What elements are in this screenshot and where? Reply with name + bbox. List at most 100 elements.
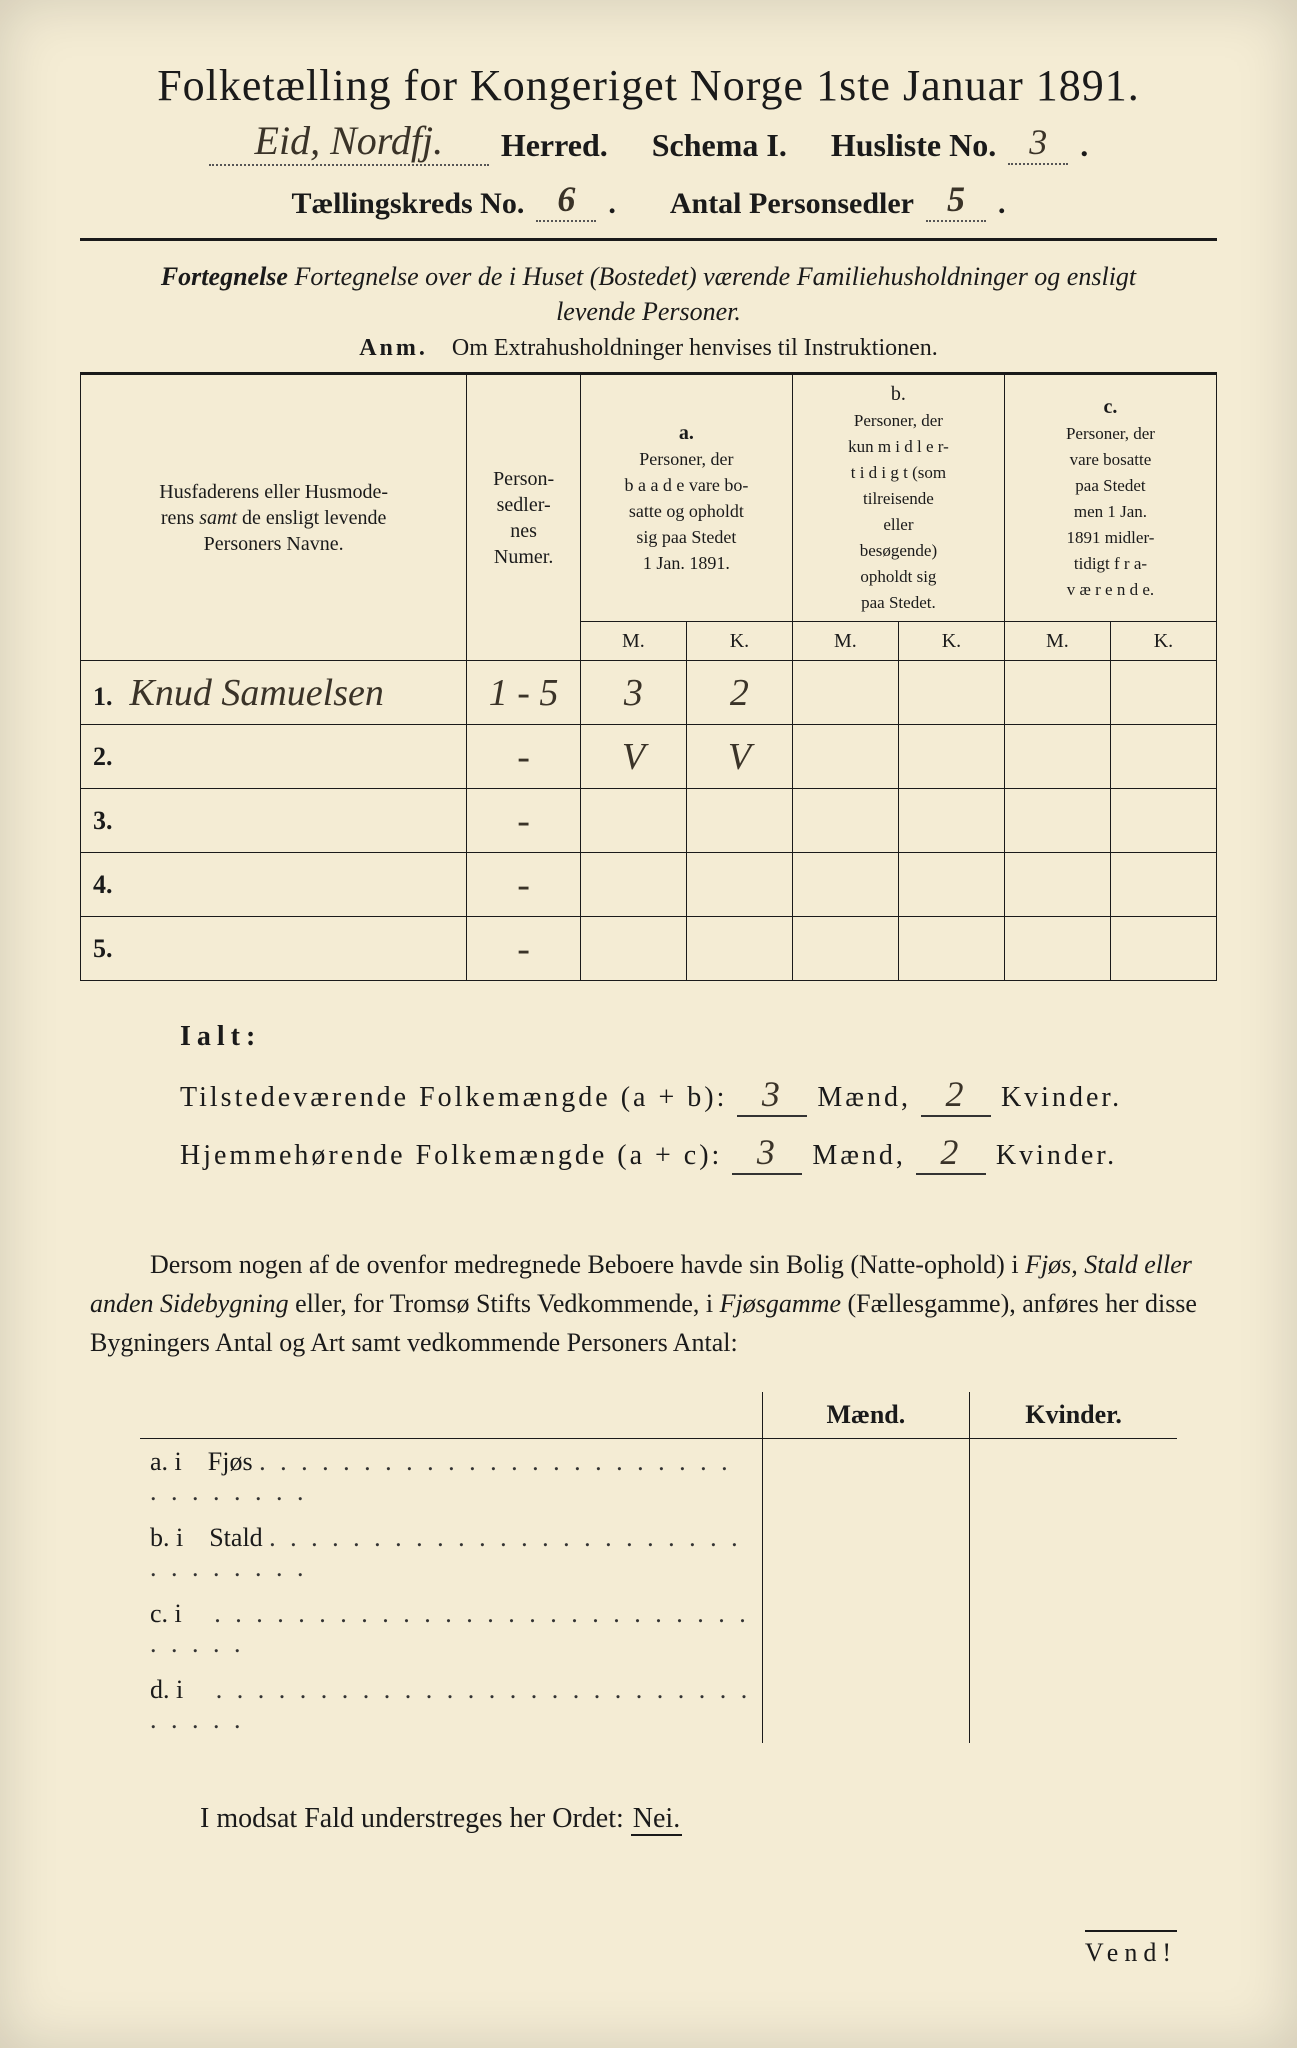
ialt-r2-m: 3 — [732, 1131, 802, 1175]
subtitle: Fortegnelse Fortegnelse over de i Huset … — [120, 259, 1177, 329]
side-k — [970, 1667, 1177, 1743]
th-c: c. Personer, dervare bosattepaa Stedetme… — [1004, 374, 1216, 622]
row-num: 1 - 5 — [467, 661, 581, 725]
antal-no: 5 — [926, 178, 986, 222]
location-field: Eid, Nordfj. — [209, 117, 489, 166]
row-cm — [1004, 725, 1110, 789]
row-bk — [898, 853, 1004, 917]
th-a-m: M. — [580, 622, 686, 661]
row-name: 1. Knud Samuelsen — [81, 661, 467, 725]
modsat-text: I modsat Fald understreges her Ordet: — [200, 1803, 624, 1834]
row-num: - — [467, 789, 581, 853]
row-num: - — [467, 725, 581, 789]
table-row: 4. - — [81, 853, 1217, 917]
row-cm — [1004, 917, 1110, 981]
table-row: 1. Knud Samuelsen1 - 532 — [81, 661, 1217, 725]
row-bk — [898, 725, 1004, 789]
anm-label: Anm. — [359, 335, 428, 361]
side-label: a. i Fjøs . . . . . . . . . . . . . . . … — [140, 1439, 762, 1516]
row-name: 4. — [81, 853, 467, 917]
vend-label: Vend! — [1085, 1930, 1177, 1968]
row-bm — [792, 853, 898, 917]
row-name: 5. — [81, 917, 467, 981]
row-bm — [792, 917, 898, 981]
kreds-no: 6 — [536, 178, 596, 222]
row-ak: 2 — [686, 661, 792, 725]
th-a: a. Personer, derb a a d e vare bo-satte … — [580, 374, 792, 622]
row-cm — [1004, 853, 1110, 917]
divider — [80, 238, 1217, 241]
row-cm — [1004, 789, 1110, 853]
row-bm — [792, 661, 898, 725]
anm-text: Om Extrahusholdninger henvises til Instr… — [452, 335, 938, 361]
side-label: b. i Stald . . . . . . . . . . . . . . .… — [140, 1515, 762, 1591]
row-am: V — [580, 725, 686, 789]
side-maend: Mænd. — [762, 1392, 969, 1439]
side-k — [970, 1515, 1177, 1591]
maend-label: Mænd, — [817, 1082, 911, 1113]
row-am: 3 — [580, 661, 686, 725]
table-body: 1. Knud Samuelsen1 - 5322. -VV3. -4. -5.… — [81, 661, 1217, 981]
table-row: 5. - — [81, 917, 1217, 981]
side-k — [970, 1439, 1177, 1516]
row-ck — [1110, 853, 1216, 917]
th-c-m: M. — [1004, 622, 1110, 661]
side-row: a. i Fjøs . . . . . . . . . . . . . . . … — [140, 1439, 1177, 1516]
row-ak — [686, 917, 792, 981]
side-k — [970, 1591, 1177, 1667]
side-m — [762, 1515, 969, 1591]
row-ck — [1110, 917, 1216, 981]
nei-word: Nei. — [631, 1803, 682, 1836]
husliste-no: 3 — [1008, 121, 1068, 165]
row-bk — [898, 661, 1004, 725]
subtitle-text: Fortegnelse over de i Huset (Bostedet) v… — [294, 262, 1136, 326]
modsat-line: I modsat Fald understreges her Ordet: Ne… — [200, 1803, 1217, 1835]
row-ak — [686, 789, 792, 853]
ialt-r2-pre: Hjemmehørende Folkemængde (a + c): — [180, 1140, 722, 1171]
ialt-r1-pre: Tilstedeværende Folkemængde (a + b): — [180, 1082, 727, 1113]
antal-label: Antal Personsedler — [670, 187, 914, 221]
th-a-k: K. — [686, 622, 792, 661]
herred-label: Herred. — [501, 127, 608, 164]
side-m — [762, 1591, 969, 1667]
ialt-r2-k: 2 — [916, 1131, 986, 1175]
side-row: d. i . . . . . . . . . . . . . . . . . .… — [140, 1667, 1177, 1743]
row-ck — [1110, 789, 1216, 853]
side-m — [762, 1667, 969, 1743]
row-name: 3. — [81, 789, 467, 853]
ialt-r1-m: 3 — [737, 1073, 807, 1117]
row-name: 2. — [81, 725, 467, 789]
census-table: Husfaderens eller Husmode-rens samt de e… — [80, 372, 1217, 981]
row-bm — [792, 789, 898, 853]
header-line-2: Eid, Nordfj. Herred. Schema I. Husliste … — [80, 119, 1217, 168]
side-kvinder: Kvinder. — [970, 1392, 1177, 1439]
row-am — [580, 853, 686, 917]
census-form-page: Folketælling for Kongeriget Norge 1ste J… — [0, 0, 1297, 2048]
row-ak — [686, 853, 792, 917]
side-label: d. i . . . . . . . . . . . . . . . . . .… — [140, 1667, 762, 1743]
instruction-paragraph: Dersom nogen af de ovenfor medregnede Be… — [90, 1245, 1207, 1362]
row-bk — [898, 917, 1004, 981]
th-b-m: M. — [792, 622, 898, 661]
table-row: 2. -VV — [81, 725, 1217, 789]
side-row: c. i . . . . . . . . . . . . . . . . . .… — [140, 1591, 1177, 1667]
maend-label-2: Mænd, — [812, 1140, 906, 1171]
side-label: c. i . . . . . . . . . . . . . . . . . .… — [140, 1591, 762, 1667]
row-am — [580, 789, 686, 853]
row-bk — [898, 789, 1004, 853]
kvinder-label: Kvinder. — [1001, 1082, 1122, 1113]
kvinder-label-2: Kvinder. — [996, 1140, 1117, 1171]
row-ak: V — [686, 725, 792, 789]
th-num: Person-sedler-nesNumer. — [467, 374, 581, 661]
anm-line: Anm. Om Extrahusholdninger henvises til … — [80, 335, 1217, 362]
side-m — [762, 1439, 969, 1516]
row-bm — [792, 725, 898, 789]
th-name: Husfaderens eller Husmode-rens samt de e… — [81, 374, 467, 661]
ialt-row-2: Hjemmehørende Folkemængde (a + c): 3 Mæn… — [180, 1131, 1217, 1175]
row-ck — [1110, 725, 1216, 789]
ialt-row-1: Tilstedeværende Folkemængde (a + b): 3 M… — [180, 1073, 1217, 1117]
schema-label: Schema I. — [652, 127, 787, 164]
table-row: 3. - — [81, 789, 1217, 853]
row-cm — [1004, 661, 1110, 725]
row-num: - — [467, 853, 581, 917]
